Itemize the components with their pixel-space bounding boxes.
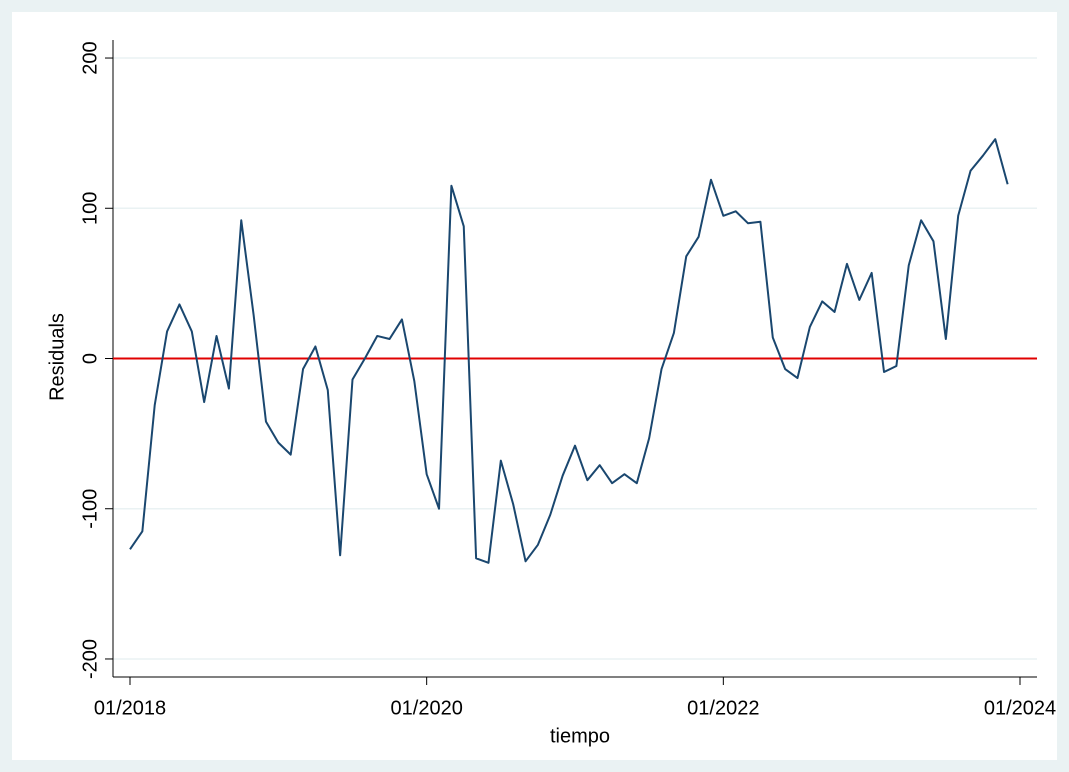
x-tick-label: 01/2024 — [984, 697, 1056, 719]
x-tick-label: 01/2020 — [391, 697, 463, 719]
y-tick-label: 0 — [79, 353, 101, 364]
data-line — [129, 138, 1009, 564]
y-tick-label: -100 — [79, 489, 101, 529]
x-axis-label: tiempo — [550, 725, 610, 747]
y-tick-label: -200 — [79, 639, 101, 679]
y-tick-label: 100 — [79, 192, 101, 225]
x-tick-label: 01/2018 — [94, 697, 166, 719]
x-tick-label: 01/2022 — [687, 697, 759, 719]
y-axis-label: Residuals — [46, 313, 68, 401]
plot-background — [12, 12, 1057, 760]
y-tick-label: 200 — [79, 41, 101, 74]
